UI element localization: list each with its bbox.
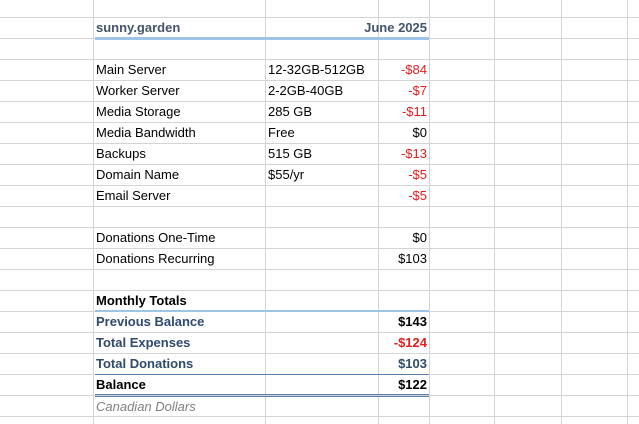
balance-double-underline-bottom (95, 396, 429, 397)
totals-heading-row: Monthly Totals (0, 290, 639, 311)
expense-row: Email Server -$5 (0, 185, 639, 206)
expense-spec[interactable]: $55/yr (268, 167, 305, 182)
currency-note[interactable]: Canadian Dollars (96, 399, 196, 414)
period-label[interactable]: June 2025 (364, 20, 427, 35)
total-donations-value[interactable]: $103 (398, 356, 427, 371)
expense-label[interactable]: Domain Name (96, 167, 180, 182)
expense-row: Media Bandwidth Free $0 (0, 122, 639, 143)
totals-heading[interactable]: Monthly Totals (96, 293, 187, 308)
grid-column-line (561, 0, 562, 424)
total-expenses-value[interactable]: -$124 (393, 335, 427, 350)
expense-label[interactable]: Backups (96, 146, 146, 161)
grid-row-line (0, 332, 639, 333)
previous-balance-label[interactable]: Previous Balance (96, 314, 205, 329)
footnote-row: Canadian Dollars (0, 396, 639, 417)
expense-row: Media Storage 285 GB -$11 (0, 101, 639, 122)
expense-spec[interactable]: 515 GB (268, 146, 313, 161)
expense-row: Worker Server 2-2GB-40GB -$7 (0, 80, 639, 101)
expense-spec[interactable]: 285 GB (268, 104, 313, 119)
grid-row-line (0, 80, 639, 81)
grid-row-line (0, 269, 639, 270)
previous-balance-value[interactable]: $143 (398, 314, 427, 329)
donation-row: Donations One-Time $0 (0, 227, 639, 248)
grid-column-line (429, 0, 430, 424)
expense-spec[interactable]: 2-2GB-40GB (268, 83, 344, 98)
donation-label[interactable]: Donations One-Time (96, 230, 216, 245)
grid-row-line (0, 227, 639, 228)
expense-amount[interactable]: -$7 (408, 83, 427, 98)
balance-double-underline-top (95, 394, 429, 395)
expense-amount[interactable]: -$5 (408, 188, 427, 203)
grid-column-line (265, 0, 266, 424)
grid-row-line (0, 416, 639, 417)
expense-label[interactable]: Media Bandwidth (96, 125, 196, 140)
expense-row: Backups 515 GB -$13 (0, 143, 639, 164)
grid-column-line (627, 0, 628, 424)
total-donations-label[interactable]: Total Donations (96, 356, 194, 371)
expense-label[interactable]: Email Server (96, 188, 171, 203)
grid-row-line (0, 164, 639, 165)
grid-column-line (378, 0, 379, 424)
expense-row: Domain Name $55/yr -$5 (0, 164, 639, 185)
grid-column-line (93, 0, 94, 424)
expense-label[interactable]: Media Storage (96, 104, 181, 119)
grid-row-line (0, 59, 639, 60)
grid-column-line (494, 0, 495, 424)
grid-row-line (0, 17, 639, 18)
balance-label[interactable]: Balance (96, 377, 146, 392)
balance-topline (95, 374, 429, 375)
grid-row-line (0, 143, 639, 144)
grid-row-line (0, 353, 639, 354)
grid-row-line (0, 122, 639, 123)
previous-balance-row: Previous Balance $143 (0, 311, 639, 332)
total-donations-row: Total Donations $103 (0, 353, 639, 374)
header-row: sunny.garden June 2025 (0, 17, 639, 38)
donation-amount[interactable]: $0 (412, 230, 427, 245)
donation-label[interactable]: Donations Recurring (96, 251, 215, 266)
expense-amount[interactable]: -$11 (401, 104, 427, 119)
total-expenses-row: Total Expenses -$124 (0, 332, 639, 353)
expense-spec[interactable]: Free (268, 125, 295, 140)
balance-value[interactable]: $122 (398, 377, 427, 392)
sheet-title[interactable]: sunny.garden (96, 20, 181, 35)
expense-label[interactable]: Worker Server (96, 83, 180, 98)
expense-label[interactable]: Main Server (96, 62, 167, 77)
header-underline (95, 37, 429, 40)
grid-row-line (0, 290, 639, 291)
grid-row-line (0, 395, 639, 396)
expense-row: Main Server 12-32GB-512GB -$84 (0, 59, 639, 80)
expense-spec[interactable] (268, 185, 376, 206)
totals-heading-underline (95, 310, 429, 312)
expense-amount[interactable]: -$5 (408, 167, 427, 182)
grid-row-line (0, 206, 639, 207)
expense-amount[interactable]: -$13 (400, 146, 427, 161)
expense-amount[interactable]: $0 (412, 125, 427, 140)
grid-row-line (0, 101, 639, 102)
expense-spec[interactable]: 12-32GB-512GB (268, 62, 365, 77)
grid-row-line (0, 248, 639, 249)
grid-row-line (0, 185, 639, 186)
expense-amount[interactable]: -$84 (400, 62, 427, 77)
donation-amount[interactable]: $103 (398, 251, 427, 266)
balance-row: Balance $122 (0, 374, 639, 395)
donation-row: Donations Recurring $103 (0, 248, 639, 269)
total-expenses-label[interactable]: Total Expenses (96, 335, 191, 350)
